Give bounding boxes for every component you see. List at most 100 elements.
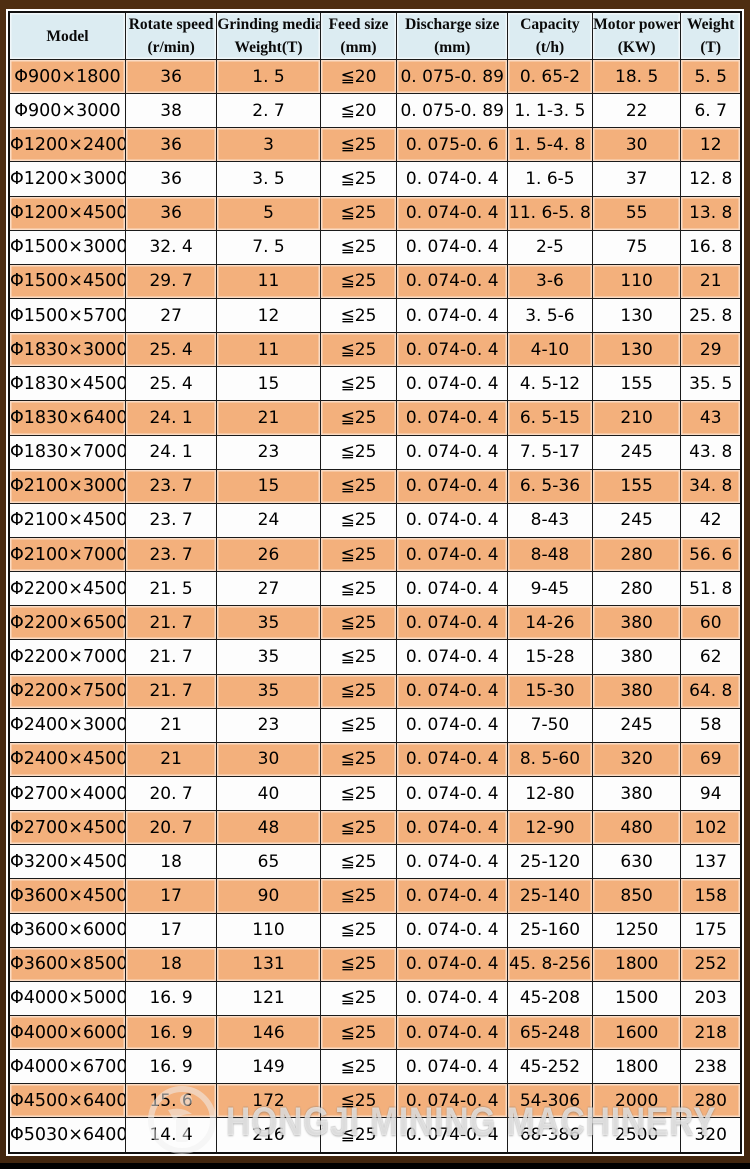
value-cell: 0. 074-0. 4 bbox=[396, 195, 508, 231]
value-cell: 3 bbox=[216, 127, 321, 163]
value-cell: 29 bbox=[680, 332, 742, 368]
table-row: Φ2200×4500 21. 5 27 ≦25 0. 074-0. 4 9-45 280 51… bbox=[8, 571, 742, 607]
value-cell: 380 bbox=[591, 605, 682, 641]
value-cell: 26 bbox=[216, 536, 321, 573]
model-cell: Φ900×1800 bbox=[8, 58, 126, 95]
column-header: Weight (T) bbox=[680, 11, 742, 60]
value-cell: ≦25 bbox=[319, 741, 398, 777]
model-cell: Φ2700×4000 bbox=[8, 775, 126, 812]
column-header-title: Weight bbox=[687, 16, 735, 33]
value-cell: 21 bbox=[124, 707, 218, 743]
value-cell: 110 bbox=[591, 263, 682, 299]
value-cell: ≦25 bbox=[319, 980, 398, 1016]
value-cell: 380 bbox=[591, 639, 682, 675]
table-row: Φ3600×8500 18 131 ≦25 0. 074-0. 4 45. 8-256 18… bbox=[8, 946, 742, 982]
column-header: Discharge size (mm) bbox=[396, 11, 508, 60]
value-cell: 55 bbox=[591, 195, 682, 231]
value-cell: 15-30 bbox=[506, 673, 593, 709]
value-cell: 21. 7 bbox=[124, 605, 218, 641]
value-cell: ≦25 bbox=[319, 400, 398, 436]
value-cell: ≦25 bbox=[319, 468, 398, 504]
value-cell: 480 bbox=[591, 810, 682, 846]
value-cell: 21. 7 bbox=[124, 639, 218, 675]
model-cell: Φ1200×3000 bbox=[8, 161, 126, 197]
value-cell: 21. 5 bbox=[124, 571, 218, 607]
value-cell: ≦25 bbox=[319, 127, 398, 163]
column-header-title: Rotate speed bbox=[128, 16, 214, 33]
table-panel: Model Rotate speed (r/min) Grinding media We… bbox=[6, 9, 744, 1156]
value-cell: 12-90 bbox=[506, 810, 593, 846]
column-header-unit: (T) bbox=[700, 39, 722, 56]
value-cell: 11 bbox=[216, 332, 321, 368]
table-body: Φ900×1800 36 1. 5 ≦20 0. 075-0. 89 0. 65-2 18.… bbox=[8, 58, 742, 1154]
value-cell: 25-140 bbox=[506, 878, 593, 914]
column-header-unit: (r/min) bbox=[147, 39, 195, 56]
value-cell: 0. 074-0. 4 bbox=[396, 1049, 508, 1085]
model-cell: Φ3600×4500 bbox=[8, 878, 126, 914]
value-cell: 0. 074-0. 4 bbox=[396, 673, 508, 709]
value-cell: 11 bbox=[216, 263, 321, 299]
value-cell: 36 bbox=[124, 127, 218, 163]
value-cell: 2. 7 bbox=[216, 93, 321, 129]
model-cell: Φ2400×3000 bbox=[8, 707, 126, 743]
value-cell: 23 bbox=[216, 707, 321, 743]
table-row: Φ4500×6400 15. 6 172 ≦25 0. 074-0. 4 54-306 20… bbox=[8, 1083, 742, 1119]
column-header: Grinding media Weight(T) bbox=[216, 11, 321, 60]
table-row: Φ2400×4500 21 30 ≦25 0. 074-0. 4 8. 5-60 320 69 bbox=[8, 741, 742, 777]
model-cell: Φ1830×6400 bbox=[8, 400, 126, 436]
value-cell: 3. 5-6 bbox=[506, 297, 593, 334]
value-cell: 0. 074-0. 4 bbox=[396, 810, 508, 846]
value-cell: 0. 074-0. 4 bbox=[396, 844, 508, 880]
value-cell: ≦25 bbox=[319, 229, 398, 265]
value-cell: 238 bbox=[680, 1049, 742, 1085]
model-cell: Φ2400×4500 bbox=[8, 741, 126, 777]
value-cell: 37 bbox=[591, 161, 682, 197]
value-cell: 65 bbox=[216, 844, 321, 880]
value-cell: 0. 074-0. 4 bbox=[396, 605, 508, 641]
value-cell: 18 bbox=[124, 844, 218, 880]
value-cell: 25. 8 bbox=[680, 297, 742, 334]
model-cell: Φ4000×5000 bbox=[8, 980, 126, 1016]
model-cell: Φ2200×4500 bbox=[8, 571, 126, 607]
value-cell: 20. 7 bbox=[124, 810, 218, 846]
value-cell: 0. 074-0. 4 bbox=[396, 571, 508, 607]
table-row: Φ1830×6400 24. 1 21 ≦25 0. 074-0. 4 6. 5-15 21… bbox=[8, 400, 742, 436]
value-cell: 7. 5 bbox=[216, 229, 321, 265]
value-cell: 630 bbox=[591, 844, 682, 880]
value-cell: 0. 074-0. 4 bbox=[396, 263, 508, 299]
value-cell: 137 bbox=[680, 844, 742, 880]
value-cell: 3. 5 bbox=[216, 161, 321, 197]
table-row: Φ1830×3000 25. 4 11 ≦25 0. 074-0. 4 4-10 130 29 bbox=[8, 332, 742, 368]
value-cell: 0. 075-0. 89 bbox=[396, 58, 508, 95]
value-cell: 0. 074-0. 4 bbox=[396, 297, 508, 334]
table-row: Φ1200×2400 36 3 ≦25 0. 075-0. 6 1. 5-4. 8 30 12 bbox=[8, 127, 742, 163]
value-cell: 18. 5 bbox=[591, 58, 682, 95]
value-cell: 8-43 bbox=[506, 502, 593, 538]
value-cell: 130 bbox=[591, 332, 682, 368]
column-header-title: Model bbox=[46, 27, 89, 45]
value-cell: ≦20 bbox=[319, 58, 398, 95]
model-cell: Φ1830×7000 bbox=[8, 434, 126, 470]
model-cell: Φ1830×4500 bbox=[8, 366, 126, 402]
value-cell: 15 bbox=[216, 366, 321, 402]
value-cell: 43 bbox=[680, 400, 742, 436]
value-cell: 155 bbox=[591, 366, 682, 402]
value-cell: ≦25 bbox=[319, 810, 398, 846]
value-cell: 1800 bbox=[591, 1049, 682, 1085]
value-cell: 218 bbox=[680, 1014, 742, 1051]
column-header-unit: (mm) bbox=[340, 39, 377, 56]
value-cell: 1. 1-3. 5 bbox=[506, 93, 593, 129]
value-cell: 65-248 bbox=[506, 1014, 593, 1051]
value-cell: 27 bbox=[216, 571, 321, 607]
value-cell: 27 bbox=[124, 297, 218, 334]
value-cell: 16. 9 bbox=[124, 1049, 218, 1085]
value-cell: 380 bbox=[591, 673, 682, 709]
model-cell: Φ4000×6000 bbox=[8, 1014, 126, 1051]
model-cell: Φ2200×7000 bbox=[8, 639, 126, 675]
model-cell: Φ3600×6000 bbox=[8, 912, 126, 948]
column-header-title: Discharge size bbox=[405, 16, 500, 33]
model-cell: Φ2100×4500 bbox=[8, 502, 126, 538]
value-cell: 12 bbox=[680, 127, 742, 163]
value-cell: 25. 4 bbox=[124, 366, 218, 402]
